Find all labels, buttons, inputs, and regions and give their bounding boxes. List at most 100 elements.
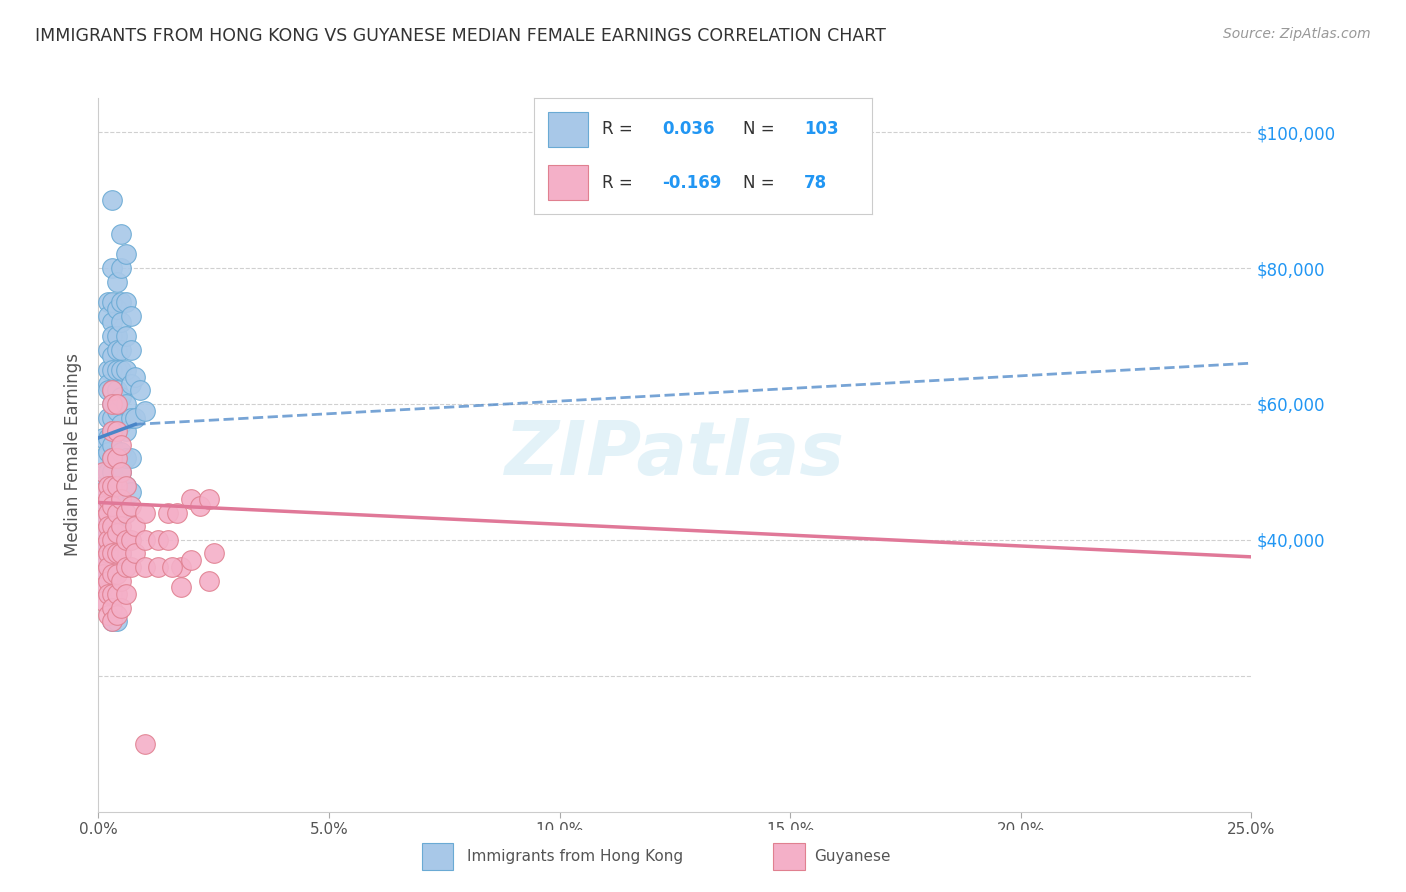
Point <box>101 478 124 492</box>
Point <box>91 540 114 554</box>
Point <box>105 397 128 411</box>
Point <box>134 533 156 547</box>
Point <box>97 546 120 560</box>
Point <box>97 533 120 547</box>
Point <box>91 431 114 445</box>
FancyBboxPatch shape <box>422 843 453 870</box>
Point <box>101 424 124 438</box>
Point <box>105 275 128 289</box>
Text: IMMIGRANTS FROM HONG KONG VS GUYANESE MEDIAN FEMALE EARNINGS CORRELATION CHART: IMMIGRANTS FROM HONG KONG VS GUYANESE ME… <box>35 27 886 45</box>
Point <box>91 526 114 541</box>
Point <box>105 451 128 466</box>
Point <box>120 376 142 391</box>
Point <box>115 587 138 601</box>
Point <box>91 465 114 479</box>
Point <box>97 506 120 520</box>
Point <box>115 397 138 411</box>
Point <box>115 478 138 492</box>
Point <box>110 227 132 241</box>
Point <box>110 315 132 329</box>
Point <box>101 533 124 547</box>
Point <box>105 615 128 629</box>
Point <box>97 512 120 526</box>
Point <box>110 574 132 588</box>
Point <box>110 444 132 458</box>
Point <box>97 546 120 560</box>
Point <box>97 526 120 541</box>
Point <box>101 397 124 411</box>
Point <box>124 369 146 384</box>
Point <box>105 384 128 398</box>
Point <box>91 594 114 608</box>
Text: Guyanese: Guyanese <box>814 849 890 863</box>
Point <box>105 560 128 574</box>
Point <box>101 519 124 533</box>
Point <box>115 533 138 547</box>
Point <box>105 424 128 438</box>
Point <box>110 390 132 404</box>
Point <box>97 540 120 554</box>
Text: R =: R = <box>602 120 638 138</box>
Point <box>101 566 124 581</box>
Point <box>134 560 156 574</box>
Point <box>180 492 202 507</box>
Point <box>134 737 156 751</box>
Point <box>115 247 138 261</box>
Point <box>115 506 138 520</box>
Text: N =: N = <box>744 120 780 138</box>
Point <box>97 519 120 533</box>
Point <box>101 553 124 567</box>
Point <box>124 519 146 533</box>
Point <box>110 295 132 310</box>
Point <box>101 492 124 507</box>
Point <box>101 465 124 479</box>
Point <box>101 478 124 492</box>
Point <box>105 301 128 316</box>
Point <box>91 553 114 567</box>
Point <box>97 492 120 507</box>
Point <box>97 295 120 310</box>
Point <box>97 519 120 533</box>
Point <box>148 533 170 547</box>
Point <box>110 485 132 500</box>
Point <box>101 424 124 438</box>
Point <box>120 309 142 323</box>
Point <box>115 424 138 438</box>
Point <box>91 499 114 513</box>
Point <box>124 410 146 425</box>
Point <box>97 587 120 601</box>
Point <box>110 600 132 615</box>
Point <box>91 566 114 581</box>
Point <box>101 600 124 615</box>
Point <box>91 526 114 541</box>
Point <box>115 478 138 492</box>
Point <box>97 560 120 574</box>
Point <box>120 343 142 357</box>
Point <box>97 506 120 520</box>
Point <box>180 553 202 567</box>
Point <box>91 512 114 526</box>
Point <box>91 581 114 595</box>
Point <box>101 410 124 425</box>
Point <box>110 546 132 560</box>
Point <box>105 533 128 547</box>
Point <box>105 451 128 466</box>
Point <box>91 533 114 547</box>
Text: 78: 78 <box>804 174 827 192</box>
Point <box>115 295 138 310</box>
Point <box>101 315 124 329</box>
Point <box>101 546 124 560</box>
Point <box>105 546 128 560</box>
Point <box>97 431 120 445</box>
Point <box>115 329 138 343</box>
Point <box>97 410 120 425</box>
Point <box>110 260 132 275</box>
Point <box>110 343 132 357</box>
Point <box>120 533 142 547</box>
Point <box>101 587 124 601</box>
Text: R =: R = <box>602 174 638 192</box>
Point <box>101 193 124 207</box>
Point <box>110 465 132 479</box>
Point <box>120 485 142 500</box>
Point <box>101 438 124 452</box>
